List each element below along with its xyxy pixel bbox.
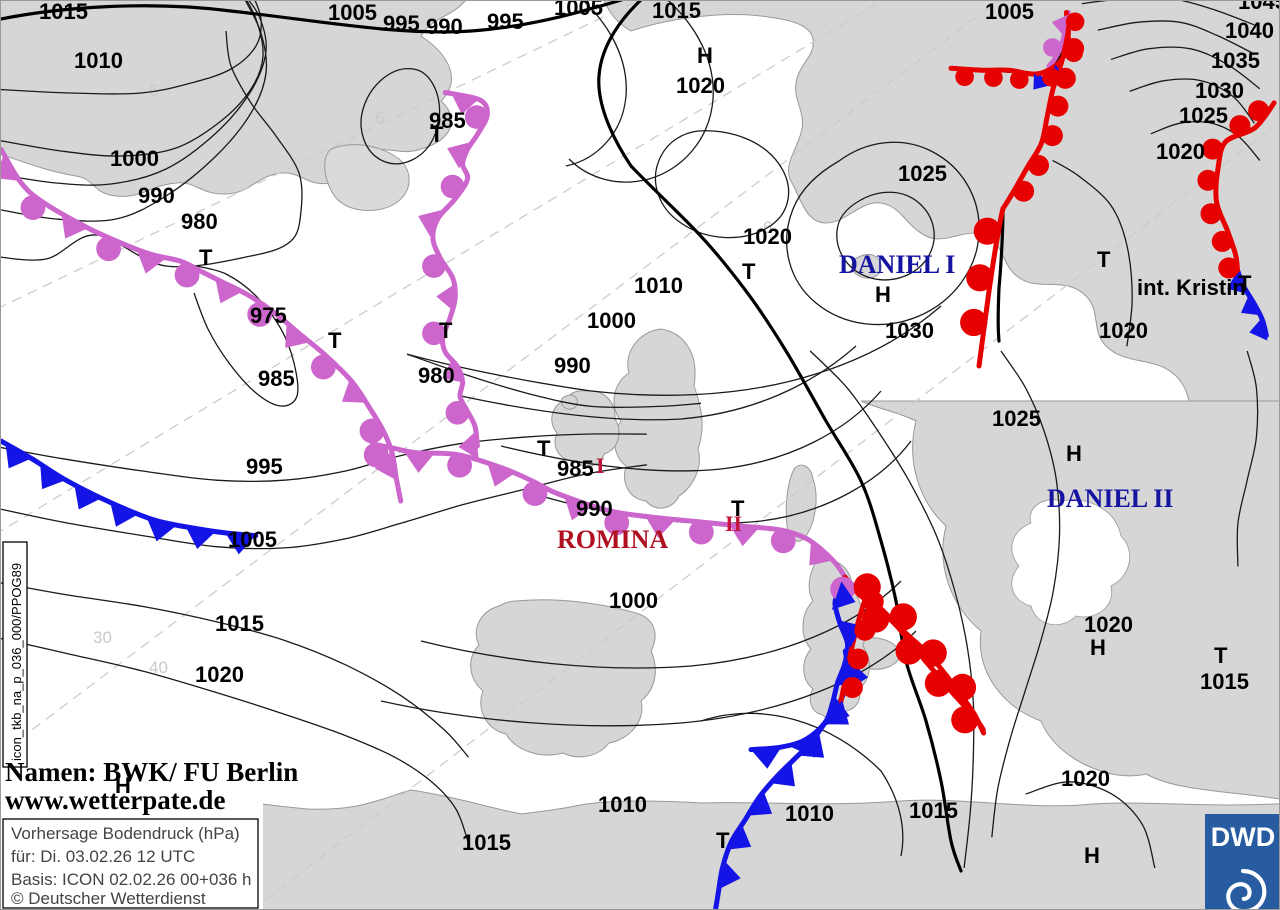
svg-text:Namen: BWK/ FU Berlin: Namen: BWK/ FU Berlin [5, 757, 298, 787]
svg-text:1010: 1010 [634, 273, 683, 298]
svg-text:1005: 1005 [228, 527, 277, 552]
svg-text:T: T [199, 245, 213, 270]
svg-text:© Deutscher Wetterdienst: © Deutscher Wetterdienst [11, 889, 206, 908]
svg-text:1020: 1020 [195, 662, 244, 687]
svg-text:990: 990 [138, 183, 175, 208]
svg-text:ROMINA: ROMINA [557, 525, 668, 554]
svg-text:985: 985 [258, 366, 295, 391]
svg-text:icon_tkb_na_p_036_000/PPOG89: icon_tkb_na_p_036_000/PPOG89 [9, 563, 24, 761]
svg-text:T: T [1214, 643, 1228, 668]
svg-text:1020: 1020 [676, 73, 725, 98]
svg-text:1015: 1015 [215, 611, 264, 636]
svg-text:990: 990 [426, 14, 463, 39]
svg-text:1015: 1015 [909, 798, 958, 823]
svg-text:H: H [1084, 843, 1100, 868]
svg-text:990: 990 [554, 353, 591, 378]
svg-text:1020: 1020 [1099, 318, 1148, 343]
svg-text:1030: 1030 [1195, 78, 1244, 103]
svg-text:1010: 1010 [74, 48, 123, 73]
svg-text:1020: 1020 [743, 224, 792, 249]
svg-text:1005: 1005 [985, 1, 1034, 24]
svg-text:995: 995 [487, 9, 524, 34]
svg-text:DWD: DWD [1211, 822, 1275, 852]
svg-text:1025: 1025 [992, 406, 1041, 431]
svg-text:990: 990 [576, 496, 613, 521]
svg-text:1045: 1045 [1238, 1, 1280, 14]
svg-text:1020: 1020 [1061, 766, 1110, 791]
svg-text:975: 975 [250, 303, 287, 328]
svg-text:980: 980 [418, 363, 455, 388]
svg-text:1010: 1010 [785, 801, 834, 826]
svg-text:DANIEL I: DANIEL I [839, 250, 955, 279]
svg-text:1030: 1030 [885, 318, 934, 343]
svg-text:H: H [1090, 635, 1106, 660]
svg-text:T: T [1238, 271, 1252, 296]
svg-text:985: 985 [557, 456, 594, 481]
svg-text:1015: 1015 [39, 1, 88, 24]
svg-text:T: T [716, 828, 730, 853]
svg-text:DANIEL II: DANIEL II [1047, 484, 1173, 513]
svg-text:T: T [328, 328, 342, 353]
svg-text:980: 980 [181, 209, 218, 234]
svg-text:1015: 1015 [462, 830, 511, 855]
svg-text:30: 30 [93, 628, 112, 647]
svg-text:1015: 1015 [1200, 669, 1249, 694]
svg-text:1000: 1000 [609, 588, 658, 613]
svg-text:T: T [537, 436, 551, 461]
svg-text:Basis: ICON 02.02.26 00+036 h: Basis: ICON 02.02.26 00+036 h [11, 870, 252, 889]
svg-text:1040: 1040 [1225, 18, 1274, 43]
svg-text:I: I [596, 453, 605, 478]
svg-text:H: H [115, 773, 131, 798]
svg-text:1025: 1025 [898, 161, 947, 186]
svg-text:II: II [725, 511, 742, 536]
svg-text:995: 995 [246, 454, 283, 479]
svg-text:T: T [1097, 247, 1111, 272]
svg-text:1005: 1005 [554, 1, 603, 20]
svg-text:995: 995 [383, 11, 420, 36]
svg-text:T: T [439, 318, 453, 343]
svg-text:1000: 1000 [110, 146, 159, 171]
svg-text:Vorhersage Bodendruck (hPa): Vorhersage Bodendruck (hPa) [11, 824, 240, 843]
svg-text:1025: 1025 [1179, 103, 1228, 128]
svg-text:1005: 1005 [328, 1, 377, 25]
svg-text:1000: 1000 [587, 308, 636, 333]
svg-text:1035: 1035 [1211, 48, 1260, 73]
svg-text:1020: 1020 [1156, 139, 1205, 164]
svg-text:für: Di. 03.02.26 12 UTC: für: Di. 03.02.26 12 UTC [11, 847, 195, 866]
svg-text:T: T [742, 259, 756, 284]
svg-text:int. Kristin: int. Kristin [1137, 275, 1246, 300]
svg-text:6: 6 [375, 108, 384, 127]
svg-text:H: H [1066, 441, 1082, 466]
svg-text:T: T [430, 122, 444, 147]
svg-text:H: H [697, 43, 713, 68]
svg-text:1015: 1015 [652, 1, 701, 23]
svg-text:1010: 1010 [598, 792, 647, 817]
svg-text:H: H [875, 282, 891, 307]
svg-text:1020: 1020 [1084, 612, 1133, 637]
